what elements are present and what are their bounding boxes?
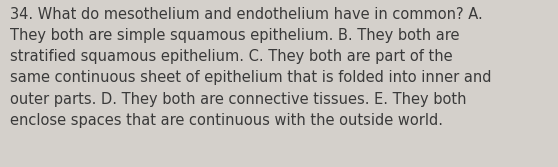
Text: 34. What do mesothelium and endothelium have in common? A.
They both are simple : 34. What do mesothelium and endothelium … bbox=[10, 7, 492, 128]
